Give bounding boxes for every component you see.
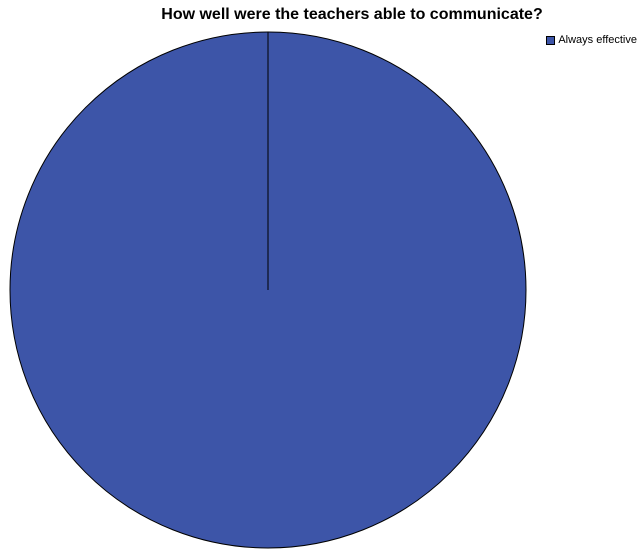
legend-label-always-effective: Always effective xyxy=(558,34,637,46)
legend: Always effective xyxy=(546,34,637,46)
chart-title: How well were the teachers able to commu… xyxy=(161,6,543,23)
legend-swatch-always-effective xyxy=(546,35,556,45)
